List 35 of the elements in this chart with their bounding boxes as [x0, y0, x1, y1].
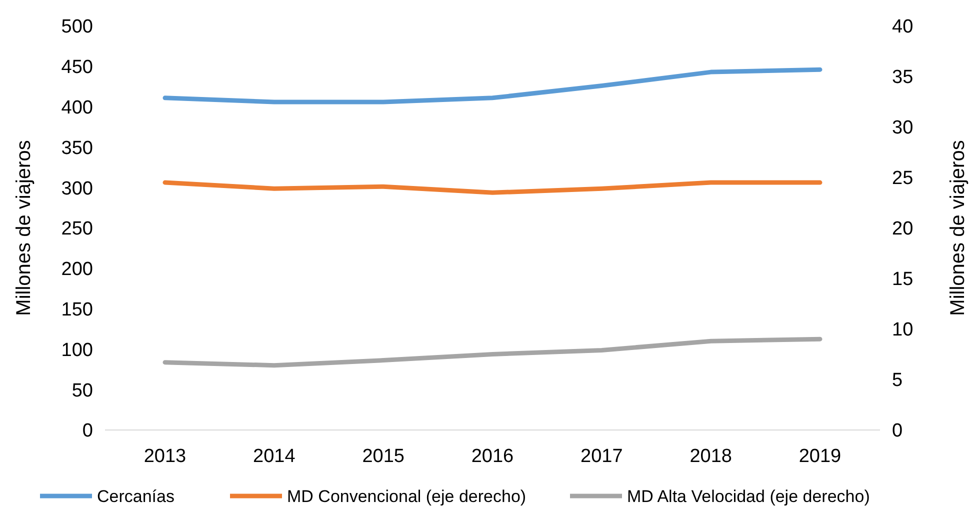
y-tick-label: 200: [61, 259, 93, 280]
y-axis-title: Millones de viajeros: [13, 140, 35, 316]
y-tick-label: 100: [61, 340, 93, 361]
y-tick-label: 150: [61, 299, 93, 320]
x-tick-label: 2015: [362, 446, 404, 467]
y-tick-label: 250: [61, 218, 93, 240]
y2-tick-label: 30: [892, 118, 914, 139]
legend-label: MD Convencional (eje derecho): [287, 487, 526, 506]
y-tick-label: 50: [72, 380, 93, 402]
y2-tick-label: 10: [892, 320, 914, 341]
legend-label: MD Alta Velocidad (eje derecho): [627, 487, 870, 506]
y2-tick-label: 5: [892, 370, 903, 392]
y2-tick-label: 40: [892, 16, 914, 38]
y2-axis-title: Millones de viajeros: [947, 140, 969, 316]
y2-tick-label: 15: [892, 269, 914, 290]
legend-label: Cercanías: [97, 487, 174, 506]
y-tick-label: 300: [61, 178, 93, 200]
y2-tick-label: 20: [892, 218, 914, 240]
x-tick-label: 2016: [471, 446, 514, 467]
x-tick-label: 2017: [580, 446, 623, 467]
line-series: [162, 336, 822, 368]
y-tick-label: 0: [82, 420, 93, 442]
x-tick-label: 2019: [798, 446, 842, 467]
y-tick-label: 350: [61, 138, 93, 159]
y2-tick-label: 0: [892, 420, 903, 442]
y-tick-label: 500: [61, 16, 93, 38]
x-tick-label: 2018: [690, 446, 732, 467]
y2-tick-label: 25: [892, 168, 914, 190]
y-tick-label: 400: [61, 97, 93, 118]
x-tick-label: 2013: [144, 446, 186, 467]
y2-tick-label: 35: [892, 67, 914, 88]
line-series: [162, 67, 822, 104]
x-tick-label: 2014: [253, 446, 296, 467]
y-tick-label: 450: [61, 57, 93, 78]
line-series: [162, 180, 822, 195]
